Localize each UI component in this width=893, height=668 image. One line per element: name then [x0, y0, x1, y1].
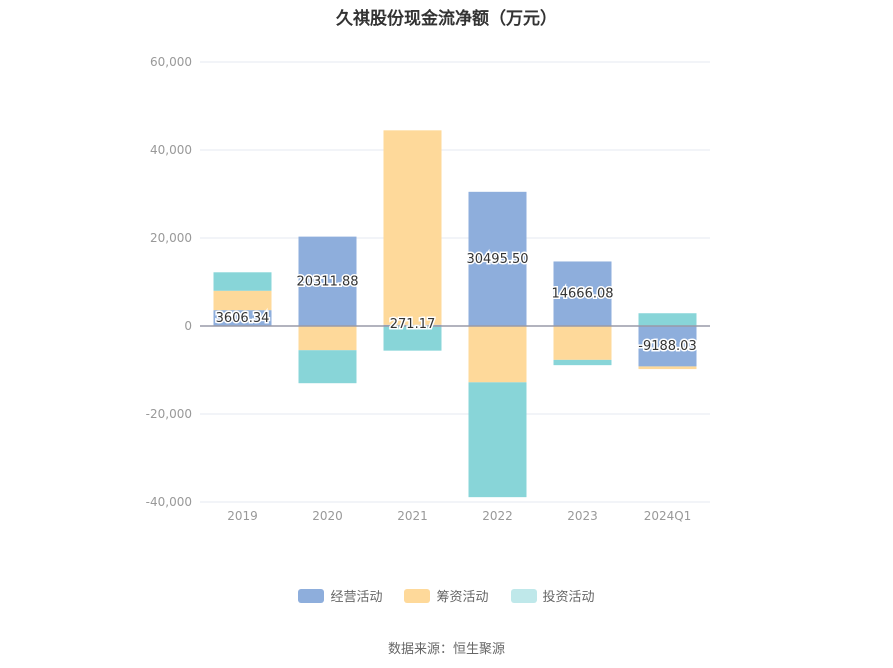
- bar-segment[interactable]: [638, 366, 697, 370]
- data-label: 20311.88: [296, 274, 358, 289]
- legend-item-operating[interactable]: 经营活动: [298, 586, 382, 605]
- legend-label-operating: 经营活动: [330, 590, 383, 605]
- x-tick-label: 2020: [312, 509, 343, 523]
- bar-segment[interactable]: [383, 326, 442, 351]
- legend: 经营活动 筹资活动 投资活动: [0, 586, 893, 605]
- bar-segment[interactable]: [298, 326, 357, 351]
- bar-segment[interactable]: [468, 191, 527, 326]
- bar-segment[interactable]: [298, 236, 357, 326]
- x-tick-label: 2022: [482, 509, 513, 523]
- bar-segment[interactable]: [468, 326, 527, 383]
- legend-swatch-financing: [404, 588, 431, 603]
- bar-segment[interactable]: [213, 272, 272, 291]
- data-label: 14666.08: [551, 287, 613, 302]
- legend-item-financing[interactable]: 筹资活动: [404, 586, 489, 605]
- bar-segment[interactable]: [553, 261, 612, 326]
- bar-layer: [213, 130, 697, 498]
- x-tick-label: 2024Q1: [644, 509, 692, 523]
- data-label: 3606.34: [216, 311, 270, 326]
- source-note: 数据来源：恒生聚源: [387, 642, 505, 657]
- legend-item-investing[interactable]: 投资活动: [510, 586, 595, 605]
- x-tick-label: 2023: [567, 509, 598, 523]
- y-tick-label: 20,000: [150, 231, 192, 245]
- legend-swatch-operating: [298, 588, 325, 603]
- bar-segment[interactable]: [298, 350, 357, 384]
- bar-segment[interactable]: [553, 359, 612, 366]
- bar-segment[interactable]: [553, 326, 612, 360]
- legend-swatch-investing: [510, 588, 537, 603]
- bar-segment[interactable]: [213, 290, 272, 311]
- data-label: 271.17: [390, 317, 436, 332]
- bar-segment[interactable]: [213, 310, 272, 326]
- y-tick-label: 0: [184, 319, 192, 333]
- bar-segment[interactable]: [468, 382, 527, 498]
- chart-title: 久祺股份现金流净额（万元）: [336, 9, 557, 29]
- bar-segment[interactable]: [638, 326, 697, 367]
- x-tick-label: 2021: [397, 509, 428, 523]
- data-label: -9188.03: [638, 339, 696, 354]
- axis-layer: 60,000 40,000 20,000 0 -20,000 -40,000 2019 202…: [146, 55, 710, 523]
- y-tick-label: -20,000: [146, 407, 192, 421]
- grid-layer: [200, 61, 710, 503]
- data-label: 30495.50: [466, 252, 528, 267]
- y-tick-label: 40,000: [150, 143, 192, 157]
- bar-segment[interactable]: [638, 313, 697, 326]
- x-tick-label: 2019: [227, 509, 258, 523]
- label-layer: 3606.34 20311.88 271.17 30495.50 14666.08 -91…: [214, 250, 698, 355]
- y-tick-label: 60,000: [150, 55, 192, 69]
- legend-label-investing: 投资活动: [542, 590, 595, 605]
- legend-label-financing: 筹资活动: [436, 590, 489, 605]
- bar-segment[interactable]: [383, 130, 442, 325]
- y-tick-label: -40,000: [146, 495, 192, 509]
